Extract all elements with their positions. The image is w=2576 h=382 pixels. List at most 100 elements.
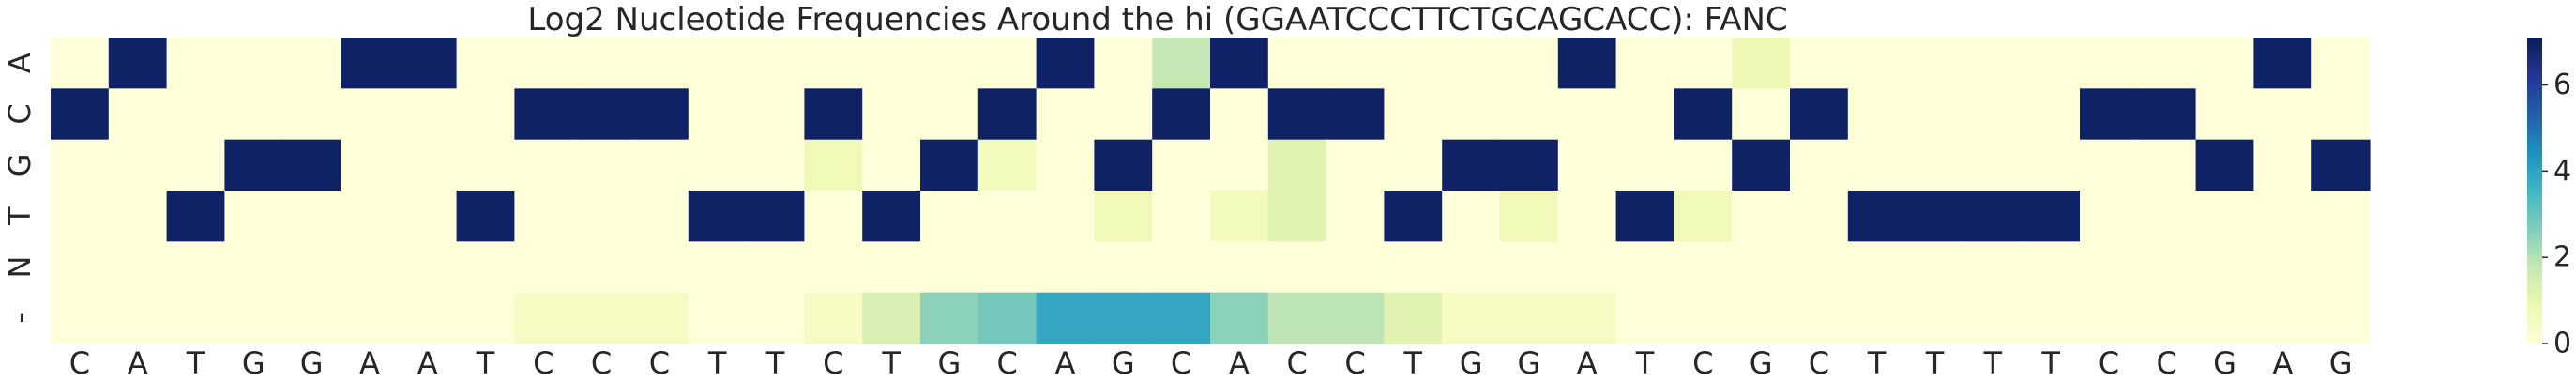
heatmap-cell---9 [572,292,631,344]
heatmap-cell-G-33 [1963,139,2023,191]
heatmap-cell---15 [920,292,979,344]
heatmap-cell-C-27 [1615,88,1674,141]
x-tick-label: G [242,345,265,381]
x-tick-label: T [707,345,727,381]
x-tick-label: C [533,345,553,381]
heatmap-cell-G-39 [2311,139,2371,191]
heatmap-cell---38 [2253,292,2312,344]
x-tick-label: C [1344,345,1365,381]
heatmap-cell-N-9 [572,241,631,294]
heatmap-cell-A-7 [456,38,515,89]
heatmap-cell-C-24 [1442,88,1501,141]
heatmap-cells [51,38,2371,344]
heatmap-cell-G-17 [1036,139,1095,191]
heatmap-cell-T-5 [341,191,400,242]
heatmap-cell-N-18 [1094,241,1153,294]
y-tick-labels: A C G T N - [2,53,38,323]
heatmap-cell---35 [2080,292,2139,344]
heatmap-cell---1 [108,292,168,344]
y-tick-label: - [2,313,38,324]
heatmap-cell-C-31 [1847,88,1907,141]
heatmap-cell-C-32 [1905,88,1964,141]
heatmap-cell-G-32 [1905,139,1964,191]
heatmap-cell-C-15 [920,88,979,141]
heatmap-cell-N-26 [1557,241,1617,294]
heatmap-cell-G-3 [224,139,283,191]
heatmap-cell-C-5 [341,88,400,141]
heatmap-cell-N-38 [2253,241,2312,294]
heatmap-cell-A-1 [108,38,168,89]
heatmap-cell-C-26 [1557,88,1617,141]
x-tick-label: G [1750,345,1773,381]
heatmap-cell-T-25 [1500,191,1559,242]
heatmap-cell-T-12 [746,191,805,242]
heatmap-cell---22 [1326,292,1385,344]
heatmap-cell-T-3 [224,191,283,242]
heatmap-cell-G-22 [1326,139,1385,191]
heatmap-cell---20 [1210,292,1269,344]
x-tick-label: A [2272,345,2293,381]
heatmap-cell-A-22 [1326,38,1385,89]
heatmap-cell-G-25 [1500,139,1559,191]
heatmap-cell-C-13 [804,88,863,141]
heatmap-cell---4 [282,292,341,344]
heatmap-cell-G-15 [920,139,979,191]
heatmap-cell-T-17 [1036,191,1095,242]
heatmap-cell-A-23 [1384,38,1443,89]
heatmap-cell-T-6 [398,191,458,242]
colorbar-gradient [2527,38,2542,344]
heatmap-cell-C-23 [1384,88,1443,141]
heatmap-cell-N-25 [1500,241,1559,294]
heatmap-cell-A-14 [862,38,921,89]
heatmap-cell-C-11 [688,88,748,141]
heatmap-cell-G-24 [1442,139,1501,191]
x-tick-label: G [2329,345,2353,381]
x-tick-label: C [823,345,843,381]
heatmap-cell-G-30 [1790,139,1849,191]
heatmap-cell-T-32 [1905,191,1964,242]
heatmap-cell-G-4 [282,139,341,191]
heatmap-cell---5 [341,292,400,344]
heatmap-cell-A-28 [1674,38,1733,89]
heatmap-cell---25 [1500,292,1559,344]
colorbar-tick-label: 0 [2553,328,2571,360]
heatmap-cell-C-7 [456,88,515,141]
heatmap-cell-C-12 [746,88,805,141]
heatmap-cell-A-13 [804,38,863,89]
heatmap-cell---39 [2311,292,2371,344]
heatmap-cell-N-17 [1036,241,1095,294]
heatmap-cell-T-10 [630,191,689,242]
heatmap-cell-N-0 [51,241,110,294]
y-tick-label: N [2,256,38,279]
heatmap-cell-G-34 [2022,139,2081,191]
heatmap-cell-G-29 [1732,139,1791,191]
heatmap-cell-C-3 [224,88,283,141]
x-tick-label: A [1055,345,1076,381]
heatmap-cell---3 [224,292,283,344]
x-tick-label: G [1518,345,1541,381]
heatmap-cell-N-11 [688,241,748,294]
heatmap-cell-T-30 [1790,191,1849,242]
x-tick-label: T [186,345,205,381]
heatmap-cell-A-8 [514,38,573,89]
heatmap-cell-G-16 [977,139,1038,191]
heatmap-cell-A-35 [2080,38,2139,89]
heatmap-cell-G-36 [2137,139,2197,191]
heatmap-cell-C-35 [2080,88,2139,141]
heatmap-cell-G-35 [2080,139,2139,191]
heatmap-cell-N-4 [282,241,341,294]
heatmap-cell-N-13 [804,241,863,294]
heatmap-cell-G-14 [862,139,921,191]
heatmap-cell-T-31 [1847,191,1907,242]
heatmap-cell---23 [1384,292,1443,344]
heatmap-cell-A-2 [166,38,225,89]
heatmap-cell-A-37 [2195,38,2254,89]
heatmap-cell-C-36 [2137,88,2197,141]
x-tick-label: C [649,345,670,381]
x-tick-label: G [1112,345,1135,381]
heatmap-cell-C-19 [1152,88,1211,141]
heatmap-cell-T-8 [514,191,573,242]
heatmap-cell---14 [862,292,921,344]
x-tick-label: C [591,345,612,381]
heatmap-cell-C-14 [862,88,921,141]
